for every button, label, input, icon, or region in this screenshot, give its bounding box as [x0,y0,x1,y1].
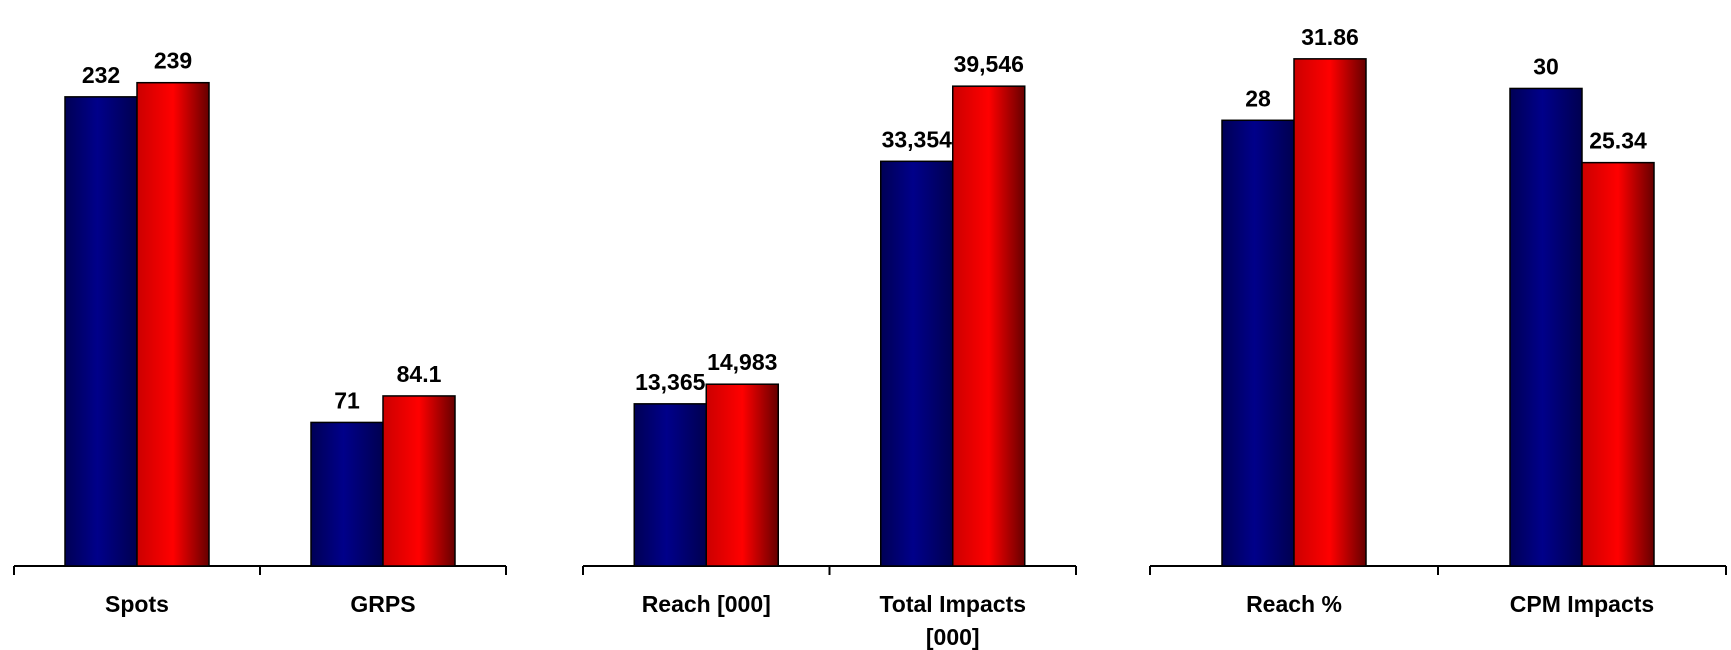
bar-reach-000-series-2 [705,383,779,567]
data-label: 71 [334,387,360,413]
data-label: 239 [154,48,192,74]
data-label: 28 [1245,85,1271,111]
data-label: 33,354 [882,126,953,152]
data-label: 31.86 [1301,24,1359,50]
bar-reach-series-1 [1221,119,1295,567]
data-label: 232 [82,62,120,88]
category-label: Total Impacts [879,591,1026,617]
category-label: Reach % [1246,591,1342,617]
data-label: 39,546 [954,51,1024,77]
data-label: 30 [1533,53,1559,79]
category-label: GRPS [350,591,415,617]
data-label: 25.34 [1589,128,1647,154]
data-label: 14,983 [707,349,777,375]
category-label: Spots [105,591,169,617]
data-label: 13,365 [635,369,706,395]
chart-3: 28 31.86 Reach % 30 25.34 CPM Impacts [1149,24,1727,617]
bar-cpm-impacts-series-2 [1581,161,1655,567]
category-label: Reach [000] [642,591,771,617]
bar-total-impacts-000-series-2 [952,85,1026,567]
bar-total-impacts-000-series-1 [880,160,954,567]
bar-grps-series-2 [382,395,456,567]
bar-spots-series-2 [136,81,210,567]
category-label: CPM Impacts [1510,591,1654,617]
bar-grps-series-1 [310,421,384,567]
bar-reach-000-series-1 [633,403,707,567]
bar-reach-series-2 [1293,58,1367,567]
bar-cpm-impacts-series-1 [1509,87,1583,567]
category-label: [000] [926,624,980,650]
data-label: 84.1 [397,361,442,387]
bar-spots-series-1 [64,96,138,567]
chart-1: 232 239 Spots 71 84.1 GRPS [13,48,507,617]
